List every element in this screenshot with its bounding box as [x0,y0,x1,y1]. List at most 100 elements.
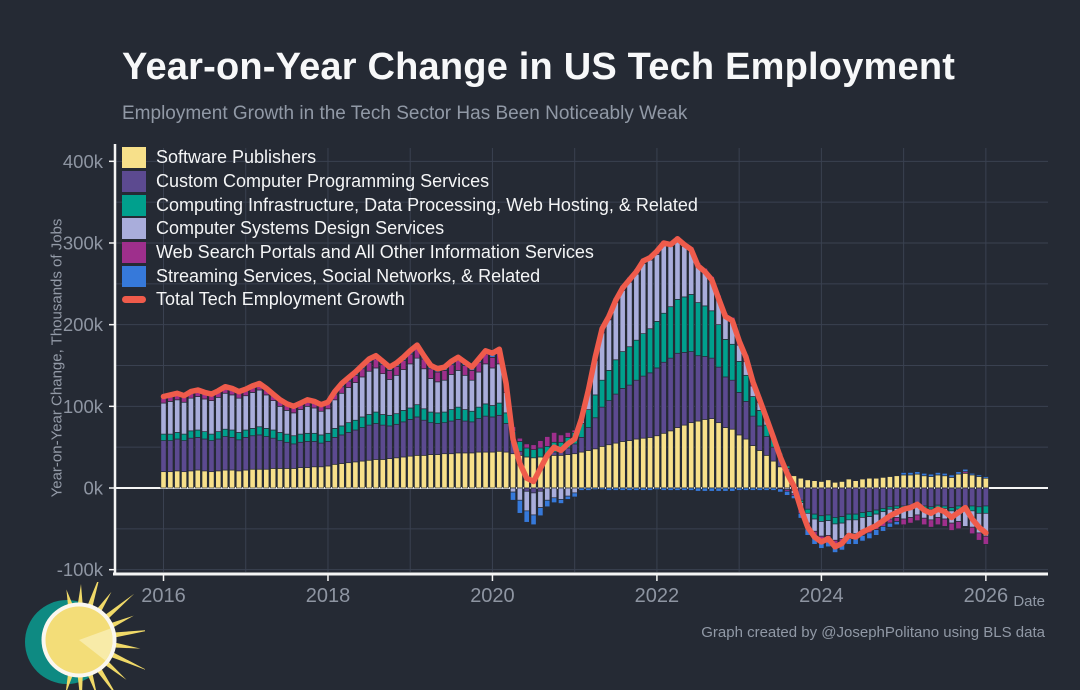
bar-segment [208,433,215,441]
bar-segment [763,436,770,456]
bar-segment [681,424,688,489]
bar-segment [592,448,599,489]
bar-segment [263,428,270,437]
bar-segment [612,442,619,489]
bar-segment [393,374,400,415]
bar-segment [928,473,935,477]
bar-segment [818,515,825,522]
bar-segment [462,374,469,410]
bar-segment [229,429,236,438]
bar-segment [448,420,455,455]
bar-segment [736,487,743,491]
bar-segment [756,425,763,451]
bar-segment [359,416,366,428]
bar-segment [503,423,510,453]
bar-segment [393,457,400,489]
bar-segment [290,443,297,469]
bar-segment [482,451,489,489]
legend-item: Streaming Services, Social Networks, & R… [122,264,698,288]
bar-segment [955,471,962,475]
bar-segment [585,450,592,489]
logo-sun-ray [95,666,114,690]
bar-segment [489,367,496,406]
bar-segment [270,429,277,439]
bar-segment [441,422,448,455]
bar-segment [434,371,441,383]
bar-segment [859,487,866,513]
bar-segment [311,407,318,434]
bar-segment [420,408,427,421]
x-tick-label: 2020 [470,585,515,607]
bar-segment [873,487,880,511]
bar-segment [537,440,544,449]
bar-segment [414,416,421,456]
bar-segment [523,490,530,512]
bar-segment [427,378,434,413]
bar-segment [366,370,373,415]
bar-segment [770,487,777,491]
bar-segment [722,339,729,378]
bar-segment [503,451,510,489]
bar-segment [194,396,201,431]
bar-segment [496,414,503,452]
bar-segment [763,454,770,489]
bar-segment [626,487,633,491]
bar-segment [564,495,571,500]
bar-segment [229,394,236,431]
bar-segment [715,366,722,424]
bar-segment [571,487,578,494]
bar-segment [948,507,955,512]
bar-segment [318,466,325,489]
bar-segment [277,468,284,489]
bar-segment [749,445,756,489]
bar-segment [667,430,674,489]
bar-segment [331,399,338,429]
bar-segment [551,454,558,489]
bar-segment [893,475,900,489]
bar-segment [969,487,976,507]
bar-segment [256,468,263,489]
legend-label: Computing Infrastructure, Data Processin… [156,194,698,215]
bar-segment [372,411,379,424]
bar-segment [441,379,448,413]
legend-item: Custom Computer Programming Services [122,170,698,194]
bar-segment [701,305,708,357]
bar-segment [160,471,167,489]
bar-segment [914,514,921,522]
bar-segment [318,410,325,436]
bar-segment [729,343,736,381]
bar-segment [345,432,352,464]
bar-segment [523,510,530,523]
bar-segment [427,411,434,424]
bar-segment [866,487,873,513]
bar-segment [242,429,249,438]
legend-color-swatch [122,242,146,264]
bar-segment [359,427,366,462]
bar-segment [489,416,496,453]
bar-segment [893,521,900,526]
bar-segment [496,450,503,489]
bar-segment [448,374,455,410]
bar-segment [763,487,770,491]
bar-segment [660,312,667,363]
bar-segment [242,395,249,431]
bar-segment [277,440,284,469]
bar-segment [838,487,845,517]
bar-segment [283,468,290,489]
legend-item: Software Publishers [122,146,698,170]
bar-segment [297,467,304,489]
bar-segment [551,432,558,443]
bar-segment [475,451,482,489]
bar-segment [174,432,181,440]
y-tick-label: 200k [63,314,104,335]
bar-segment [564,454,571,489]
bar-segment [215,431,222,440]
bar-segment [475,371,482,408]
bar-segment [462,365,469,376]
bar-segment [564,487,571,497]
bar-segment [585,409,592,428]
bar-segment [386,370,393,380]
bar-segment [701,419,708,489]
bar-segment [708,487,715,492]
bar-segment [372,423,379,460]
